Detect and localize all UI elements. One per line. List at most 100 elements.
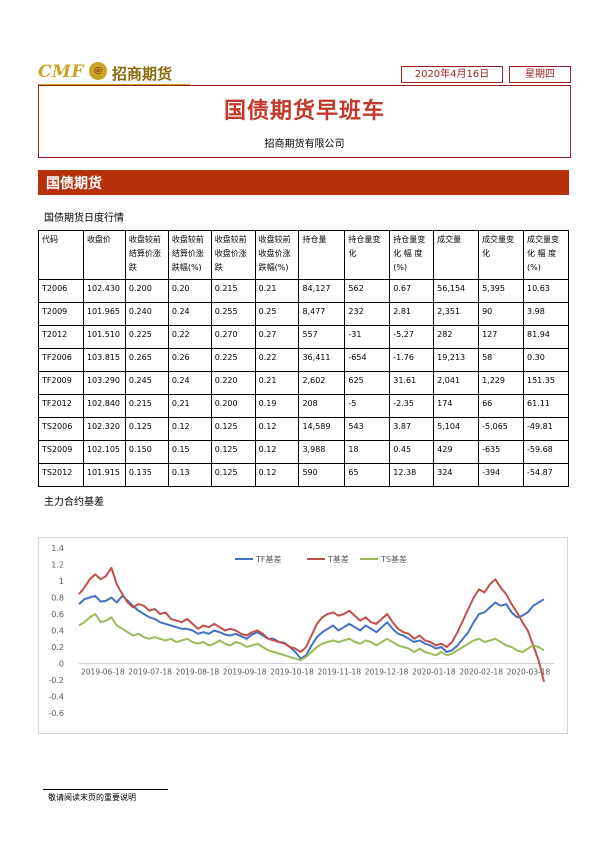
table-cell: 3,988	[298, 440, 346, 464]
table-cell: 0.45	[389, 440, 435, 464]
table-cell: 0.12	[254, 417, 300, 441]
x-tick-label: 2019-12-18	[365, 668, 409, 677]
table-row: TF2006 103.815 0.265 0.26 0.225 0.22 36,411 -65…	[38, 348, 570, 372]
company-logo: CMF ◎ 招商期货	[38, 60, 190, 84]
table-cell: 102.840	[82, 394, 126, 418]
table-cell: 14,589	[298, 417, 346, 441]
table-cell: -54.87	[522, 463, 570, 487]
x-tick-label: 2020-02-18	[459, 668, 503, 677]
legend-label: TF基差	[255, 554, 282, 564]
table-cell: TF2006	[38, 348, 84, 372]
x-tick-label: 2019-11-18	[318, 668, 362, 677]
basis-chart-svg: 1.4 1.2 1 0.8 0.6 0.4 0.2 0 -0.2 -0.4 -0.6 2019-06-…	[48, 544, 554, 718]
table-cell: 0.200	[210, 394, 256, 418]
table-cell: 102.320	[82, 417, 126, 441]
page-title: 国债期货早班车	[223, 99, 385, 124]
table-header-cell: 成交量	[433, 230, 480, 280]
table-cell: 0.200	[124, 279, 169, 303]
table-cell: TF2009	[38, 371, 84, 395]
table-row: TF2012 102.840 0.215 0.21 0.200 0.19 208 -5 -2.3…	[38, 394, 570, 418]
table-cell: 61.11	[522, 394, 570, 418]
table-cell: -1.76	[389, 348, 435, 372]
table-cell: 10.63	[522, 279, 570, 303]
table-cell: 127	[478, 325, 524, 349]
table-cell: 0.240	[124, 302, 169, 326]
table-cell: TS2009	[38, 440, 84, 464]
table-cell: T2006	[38, 279, 84, 303]
table-header-cell: 成交量变化 幅 度(%)	[522, 230, 570, 280]
x-tick-label: 2019-10-18	[270, 668, 314, 677]
y-tick-label: 0.8	[51, 594, 64, 603]
table-cell: 0.125	[210, 463, 256, 487]
x-tick-label: 2020-01-18	[412, 668, 456, 677]
table-cell: 8,477	[298, 302, 346, 326]
basis-chart: 1.4 1.2 1 0.8 0.6 0.4 0.2 0 -0.2 -0.4 -0.6 2019-06-…	[38, 537, 568, 734]
table-cell: 151.35	[522, 371, 570, 395]
table-cell: 2,351	[433, 302, 480, 326]
section-title: 国债期货	[46, 176, 102, 192]
table-cell: 0.25	[254, 302, 300, 326]
table-cell: T2009	[38, 302, 84, 326]
table-title: 国债期货日度行情	[44, 213, 124, 224]
table-cell: 102.105	[82, 440, 126, 464]
table-header-cell: 持仓量	[298, 230, 346, 280]
table-cell: 31.61	[389, 371, 435, 395]
table-cell: 19,213	[433, 348, 480, 372]
logo-cn-text: 招商期货	[112, 65, 173, 83]
table-cell: 0.255	[210, 302, 256, 326]
table-cell: 0.125	[124, 417, 169, 441]
x-tick-label: 2019-07-18	[128, 668, 172, 677]
table-cell: 0.150	[124, 440, 169, 464]
table-cell: 174	[433, 394, 480, 418]
table-cell: 81.94	[522, 325, 570, 349]
table-header-cell: 成交量变化	[478, 230, 524, 280]
table-cell: 0.22	[167, 325, 212, 349]
company-name: 招商期货有限公司	[264, 139, 345, 150]
table-row: TS2012 101.915 0.135 0.13 0.125 0.12 590 65 12.3…	[38, 463, 570, 487]
table-header-row: 代码 收盘价 收盘较前结算价涨跌 收盘较前结算价涨跌幅(%) 收盘较前收盘价涨跌 收盘较前…	[38, 230, 570, 280]
x-tick-label: 2020-03-18	[507, 668, 551, 677]
footer-divider	[43, 789, 168, 790]
table-cell: 0.30	[522, 348, 570, 372]
section-header: 国债期货	[38, 170, 569, 195]
table-header-cell: 持仓量变化 幅 度(%)	[389, 230, 435, 280]
table-row: T2012 101.510 0.225 0.22 0.270 0.27 557 -31 -5.2…	[38, 325, 570, 349]
table-header-cell: 收盘价	[82, 230, 126, 280]
table-cell: 1,229	[478, 371, 524, 395]
table-cell: TS2012	[38, 463, 84, 487]
table-cell: 101.510	[82, 325, 126, 349]
table-cell: -2.35	[389, 394, 435, 418]
title-frame	[38, 85, 571, 158]
table-header-cell: 持仓量变化	[344, 230, 391, 280]
table-row: TF2009 103.290 0.245 0.24 0.220 0.21 2,602 625 3…	[38, 371, 570, 395]
table-cell: 102.430	[82, 279, 126, 303]
x-tick-label: 2019-08-18	[176, 668, 220, 677]
table-body: T2006 102.430 0.200 0.20 0.215 0.21 84,127 562 0…	[38, 279, 570, 487]
table-cell: -49.81	[522, 417, 570, 441]
table-cell: 5,104	[433, 417, 480, 441]
y-tick-label: 1	[59, 577, 64, 586]
table-cell: 0.22	[254, 348, 300, 372]
table-cell: 90	[478, 302, 524, 326]
legend-label: T基差	[327, 554, 349, 564]
table-cell: 101.915	[82, 463, 126, 487]
table-cell: 0.270	[210, 325, 256, 349]
table-cell: 3.98	[522, 302, 570, 326]
table-header-cell: 收盘较前结算价涨跌	[124, 230, 169, 280]
table-cell: 324	[433, 463, 480, 487]
table-cell: -5	[344, 394, 391, 418]
table-cell: 208	[298, 394, 346, 418]
report-weekday: 星期四	[509, 66, 571, 83]
table-cell: 0.12	[254, 463, 300, 487]
y-tick-label: 1.4	[51, 544, 64, 553]
table-cell: 12.38	[389, 463, 435, 487]
table-cell: 0.27	[254, 325, 300, 349]
table-cell: -31	[344, 325, 391, 349]
table-cell: 0.125	[210, 440, 256, 464]
table-cell: 232	[344, 302, 391, 326]
table-cell: 0.19	[254, 394, 300, 418]
table-cell: 0.20	[167, 279, 212, 303]
table-cell: -654	[344, 348, 391, 372]
table-cell: 0.21	[254, 279, 300, 303]
table-cell: 18	[344, 440, 391, 464]
